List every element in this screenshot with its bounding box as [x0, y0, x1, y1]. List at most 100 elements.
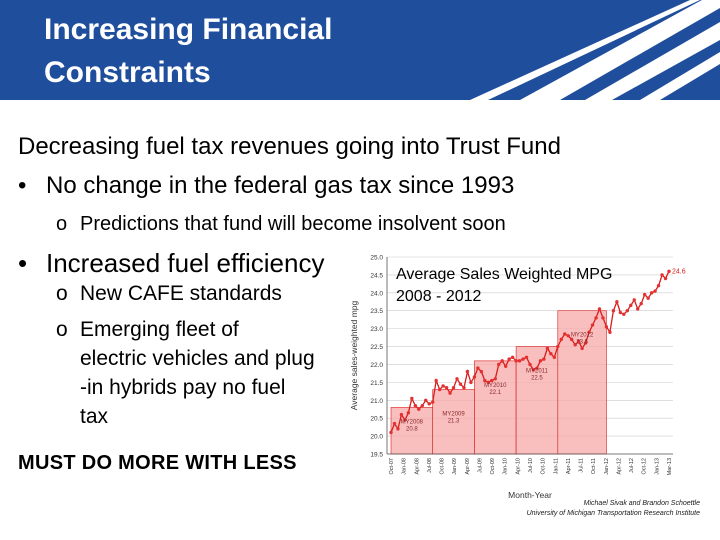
- data-point: [549, 352, 553, 356]
- y-tick-label: 22.5: [370, 344, 383, 351]
- data-point: [656, 283, 661, 288]
- data-point: [597, 307, 602, 311]
- x-tick-label: Jul-12: [629, 458, 635, 473]
- y-tick-label: 21.0: [370, 398, 383, 405]
- data-point: [476, 366, 480, 370]
- sub-bullet-cafe-text: New CAFE standards: [80, 282, 282, 305]
- y-tick-label: 23.0: [370, 326, 383, 333]
- sub-bullet-ev-line-3: -in hybrids pay no fuel: [80, 376, 286, 399]
- data-point: [469, 380, 473, 385]
- x-tick-label: Apr-12: [616, 458, 622, 475]
- data-point: [646, 296, 650, 300]
- data-point: [448, 391, 452, 395]
- data-point: [590, 323, 595, 327]
- bar-label: MY2010: [484, 383, 507, 389]
- y-tick-label: 24.5: [370, 272, 383, 279]
- bar-my2010: [474, 360, 517, 455]
- title-line-2: Constraints: [44, 56, 211, 89]
- text-fuel-tax-revenues: Decreasing fuel tax revenues going into …: [18, 133, 561, 160]
- title-banner: Increasing Financial Constraints: [0, 0, 720, 100]
- data-point: [583, 341, 588, 345]
- data-point: [406, 411, 411, 415]
- data-point: [417, 407, 421, 411]
- chart-title-line-2: 2008 - 2012: [396, 288, 482, 305]
- data-point: [444, 386, 449, 390]
- y-tick-label: 20.5: [370, 416, 383, 423]
- data-point: [427, 402, 431, 406]
- data-point: [483, 378, 487, 383]
- data-point: [434, 378, 438, 383]
- credit-line-2: University of Michigan Transportation Re…: [526, 510, 700, 517]
- title-line-1: Increasing Financial: [44, 13, 333, 46]
- data-point: [618, 310, 623, 315]
- data-point: [538, 359, 543, 363]
- data-point: [636, 307, 640, 311]
- bar-my2011: [515, 346, 559, 455]
- bar-value-label: 20.8: [406, 426, 418, 432]
- x-tick-label: Jan-09: [452, 458, 458, 475]
- axes: 19.5 20.0 20.5 21.0 21.5 22.0 22.5 23.0 23.5 24.0…: [349, 255, 673, 500]
- x-tick-label: Oct-11: [591, 458, 597, 474]
- chart-title: Average Sales Weighted MPG 2008 - 2012: [396, 264, 612, 308]
- data-point: [410, 396, 414, 401]
- bar-label: MY2009: [442, 412, 465, 418]
- data-point: [493, 377, 497, 381]
- data-point: [396, 427, 400, 431]
- y-tick-label: 20.0: [370, 434, 383, 441]
- x-tick-label: Jan-08: [402, 458, 408, 475]
- data-point: [413, 403, 418, 408]
- data-point: [524, 355, 529, 359]
- data-point: [608, 330, 612, 334]
- data-point: [510, 355, 515, 359]
- data-point: [528, 362, 532, 367]
- data-point: [535, 366, 539, 370]
- bullet-gas-tax-text: No change in the federal gas tax since 1…: [46, 172, 515, 199]
- x-tick-label: Jul-11: [579, 458, 585, 473]
- bar-value-label: 21.3: [448, 419, 460, 425]
- bar-label: MY2012: [571, 333, 594, 339]
- bullet-marker: •: [18, 172, 27, 199]
- data-point: [441, 384, 445, 388]
- data-point: [490, 378, 494, 383]
- data-point: [573, 343, 577, 347]
- x-tick-label: Apr-08: [414, 458, 420, 475]
- data-point: [392, 421, 397, 426]
- data-point: [639, 301, 643, 306]
- sub-bullet-ev-line-4: tax: [80, 405, 109, 428]
- data-point: [389, 430, 393, 435]
- x-tick-label: Jan-11: [553, 458, 559, 474]
- data-point: [580, 346, 584, 351]
- x-tick-label: Jul-10: [528, 458, 534, 473]
- y-tick-label: 22.0: [370, 362, 383, 369]
- y-tick-label: 24.0: [370, 290, 383, 297]
- bar-value-label: 22.5: [531, 376, 543, 382]
- data-point: [462, 386, 466, 390]
- x-tick-label: Mar-13: [667, 458, 673, 475]
- data-point: [653, 289, 657, 293]
- data-point: [472, 375, 477, 379]
- data-point: [479, 369, 484, 374]
- data-point: [455, 377, 459, 381]
- data-point: [399, 412, 404, 417]
- slide-title: Increasing Financial Constraints: [44, 8, 332, 94]
- data-point: [503, 364, 508, 368]
- x-tick-label: Oct-10: [541, 458, 547, 475]
- sub-bullet-insolvent-text: Predictions that fund will become insolv…: [80, 213, 506, 235]
- sub-bullet-cafe: o New CAFE standards: [56, 282, 282, 306]
- data-point: [576, 339, 581, 343]
- data-point: [632, 298, 636, 302]
- closing-statement: MUST DO MORE WITH LESS: [18, 452, 297, 474]
- data-point: [486, 380, 490, 385]
- sub-bullet-marker: o: [56, 213, 68, 235]
- data-point: [667, 269, 671, 274]
- x-tick-label: Oct-09: [490, 458, 496, 475]
- data-point: [465, 369, 470, 374]
- data-point: [611, 309, 616, 313]
- data-point: [500, 359, 504, 363]
- y-axis-title: Average sales-weighted mpg: [349, 300, 359, 410]
- x-tick-label: Jul-08: [427, 458, 433, 473]
- sub-bullet-ev-line-1: Emerging fleet of: [80, 318, 239, 341]
- y-tick-label: 21.5: [370, 380, 383, 387]
- sub-bullet-insolvent: o Predictions that fund will become insol…: [56, 213, 506, 236]
